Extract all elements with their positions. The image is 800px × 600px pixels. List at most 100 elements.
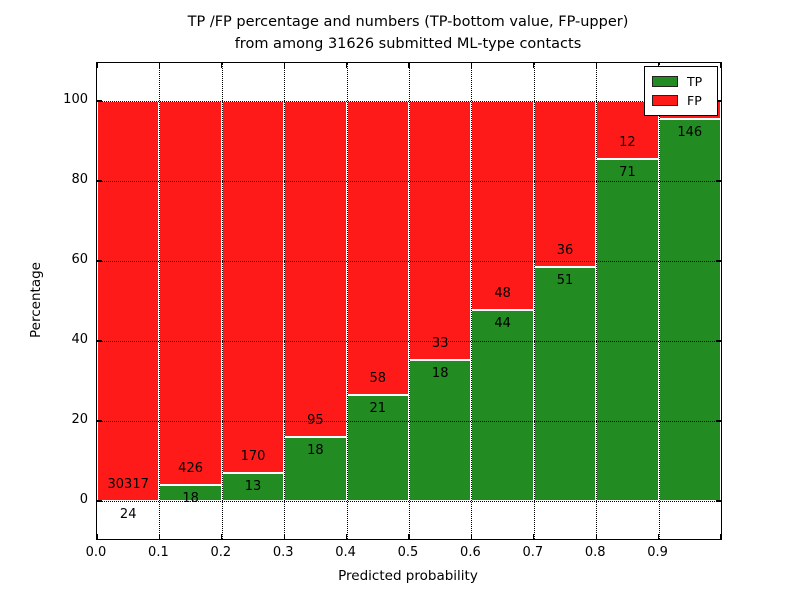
- fp-count-label: 170: [240, 448, 266, 464]
- x-tick-label: 0.8: [584, 545, 606, 560]
- fp-count-label: 58: [369, 370, 387, 386]
- fp-count-label: 36: [556, 242, 574, 258]
- y-tick-mark-right: [716, 100, 721, 102]
- vertical-gridline: [533, 63, 535, 539]
- tp-count-label: 13: [244, 478, 262, 494]
- fp-count-label: 12: [619, 134, 636, 150]
- x-tick-mark-bottom: [221, 534, 223, 539]
- vertical-gridline: [596, 63, 598, 539]
- x-tick-label: 0.2: [210, 545, 232, 560]
- y-tick-mark-right: [716, 340, 721, 342]
- x-tick-label: 0.1: [148, 545, 169, 560]
- y-tick-mark-right: [716, 420, 721, 422]
- x-tick-label: 0.9: [647, 545, 668, 560]
- vertical-gridline: [159, 63, 161, 539]
- fp-bar-segment: [346, 101, 409, 395]
- x-axis-label: Predicted probability: [338, 568, 478, 584]
- x-tick-mark-bottom: [408, 534, 410, 539]
- x-tick-mark-bottom: [283, 534, 285, 539]
- vertical-gridline: [284, 63, 286, 539]
- vertical-gridline: [346, 63, 348, 539]
- x-tick-mark-top: [346, 63, 348, 68]
- y-axis-label: Percentage: [28, 262, 44, 338]
- x-tick-label: 0.3: [272, 545, 294, 560]
- x-tick-mark-bottom: [533, 534, 535, 539]
- x-tick-mark-bottom: [658, 534, 660, 539]
- x-tick-mark-top: [408, 63, 410, 68]
- x-tick-label: 0.5: [397, 545, 419, 560]
- tp-bar-segment: [658, 119, 721, 501]
- y-tick-mark-left: [97, 260, 102, 262]
- x-tick-label: 0.7: [522, 545, 544, 560]
- chart-title-line2: from among 31626 submitted ML-type conta…: [234, 36, 582, 52]
- tp-bar-segment: [533, 266, 597, 501]
- plot-area: 30317 24 426 18 170 13 95 18 58 21 33 18 48 44 36 51 12 7…: [96, 62, 722, 540]
- x-tick-mark-top: [158, 63, 160, 68]
- y-tick-mark-right: [716, 260, 721, 262]
- tp-count-label: 18: [431, 365, 449, 381]
- y-tick-label: 40: [71, 332, 88, 347]
- tp-count-label: 18: [307, 443, 324, 459]
- fp-count-label: 30317: [107, 476, 149, 492]
- vertical-gridline: [409, 63, 410, 539]
- fp-count-label: 95: [307, 413, 324, 429]
- y-tick-label: 100: [63, 92, 88, 107]
- y-tick-mark-left: [97, 420, 102, 422]
- tp-bar-segment: [284, 437, 347, 501]
- x-tick-mark-top: [221, 63, 223, 68]
- legend-label-tp: TP: [687, 73, 703, 89]
- chart-title-line1: TP /FP percentage and numbers (TP-bottom…: [187, 14, 629, 30]
- y-tick-label: 60: [71, 252, 88, 267]
- fp-count-label: 33: [431, 335, 449, 351]
- x-tick-mark-top: [720, 63, 722, 68]
- vertical-gridline: [471, 63, 473, 539]
- x-tick-mark-bottom: [720, 534, 722, 539]
- legend: TP FP: [644, 66, 718, 116]
- x-tick-mark-bottom: [96, 534, 98, 539]
- x-tick-mark-top: [533, 63, 535, 68]
- x-tick-mark-top: [470, 63, 472, 68]
- legend-item-fp: FP: [652, 91, 710, 110]
- tp-count-label: 24: [119, 506, 137, 522]
- y-tick-label: 80: [71, 172, 88, 187]
- y-tick-label: 0: [79, 492, 88, 507]
- fp-bar-segment: [159, 101, 222, 485]
- y-tick-mark-left: [97, 340, 102, 342]
- tp-count-label: 44: [494, 315, 511, 331]
- fp-bar-segment: [221, 101, 285, 473]
- legend-item-tp: TP: [652, 72, 710, 91]
- x-tick-mark-top: [96, 63, 98, 68]
- fp-bar-segment: [471, 101, 534, 310]
- y-tick-mark-right: [716, 500, 721, 502]
- tp-count-label: 51: [556, 272, 574, 288]
- x-tick-mark-top: [595, 63, 597, 68]
- tp-count-label: 18: [182, 490, 199, 506]
- x-tick-label: 0.6: [460, 545, 481, 560]
- x-tick-mark-bottom: [470, 534, 472, 539]
- tp-bar-segment: [596, 158, 659, 501]
- y-tick-mark-right: [716, 180, 721, 182]
- fp-swatch-icon: [652, 95, 678, 106]
- tp-bar-segment: [471, 309, 534, 501]
- fp-count-label: 426: [178, 460, 203, 476]
- chart-title: TP /FP percentage and numbers (TP-bottom…: [96, 11, 720, 55]
- vertical-gridline: [658, 63, 660, 539]
- y-tick-mark-left: [97, 180, 102, 182]
- tp-count-label: 146: [677, 125, 703, 140]
- x-tick-mark-bottom: [346, 534, 348, 539]
- tp-bar-segment: [221, 472, 285, 501]
- y-tick-mark-left: [97, 100, 102, 102]
- tp-swatch-icon: [652, 76, 678, 87]
- fp-bar-segment: [97, 101, 160, 501]
- x-tick-mark-bottom: [595, 534, 597, 539]
- x-tick-mark-top: [658, 63, 660, 68]
- tp-count-label: 21: [369, 400, 387, 416]
- legend-label-fp: FP: [687, 92, 702, 108]
- x-tick-mark-bottom: [158, 534, 160, 539]
- x-tick-label: 0.0: [85, 545, 107, 560]
- fp-bar-segment: [409, 101, 472, 360]
- x-tick-label: 0.4: [335, 545, 356, 560]
- fp-count-label: 48: [494, 285, 511, 301]
- vertical-gridline: [221, 63, 223, 539]
